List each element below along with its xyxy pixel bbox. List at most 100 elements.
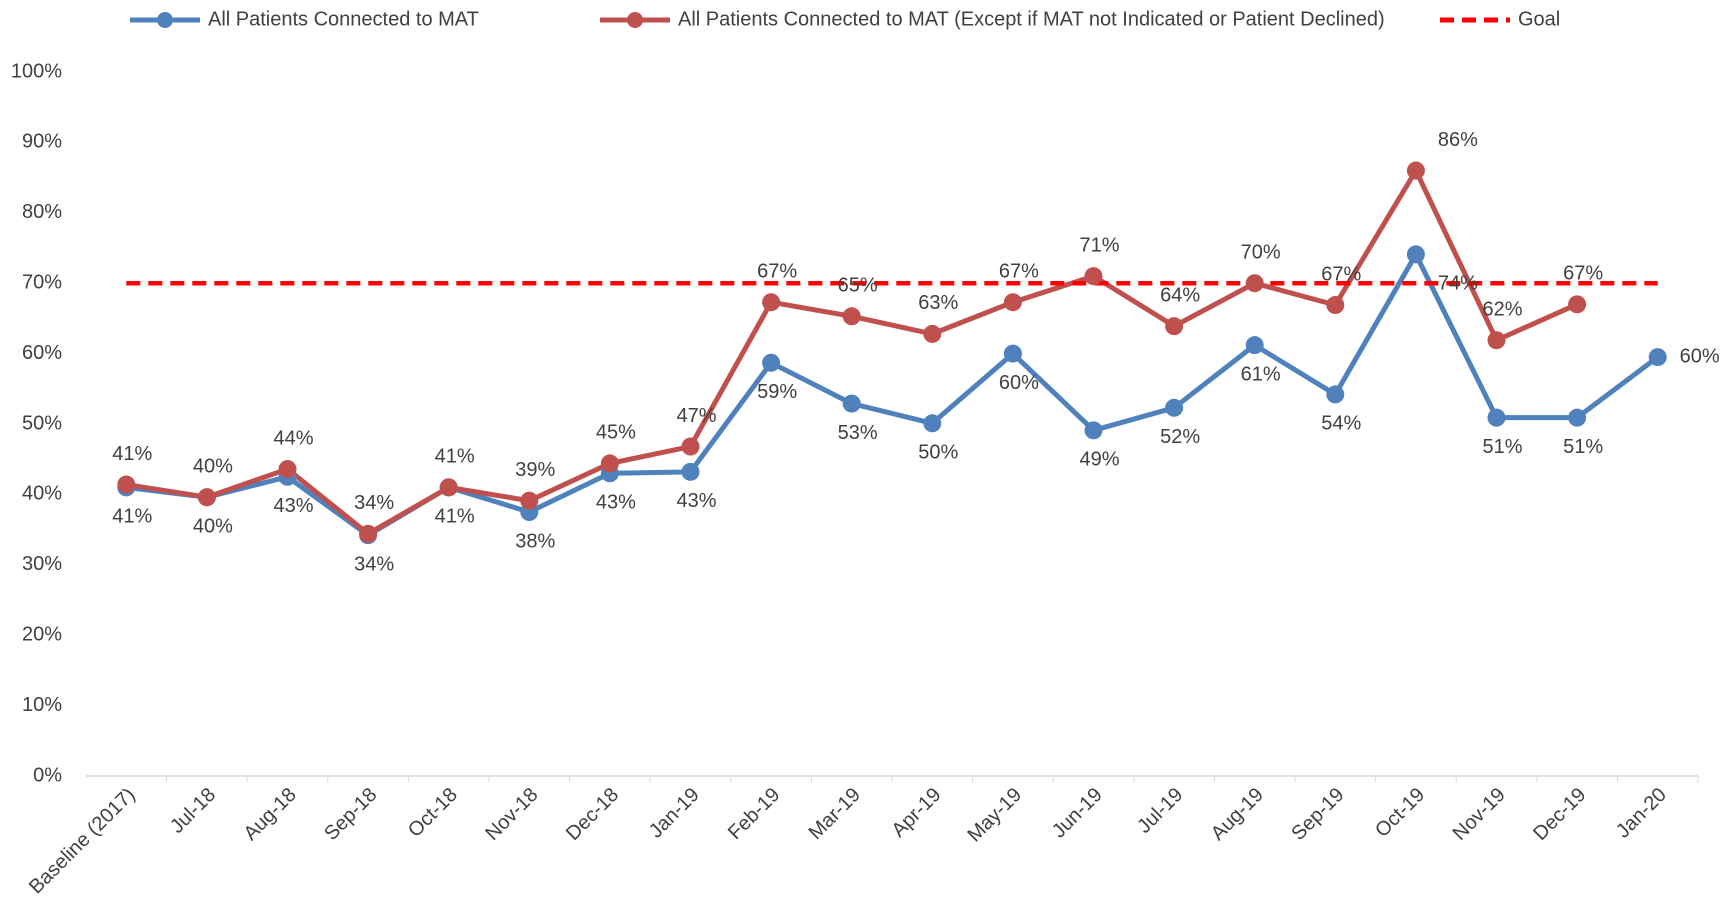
point	[1326, 385, 1345, 404]
data-label: 47%	[676, 405, 716, 427]
x-tick-label: Jan-19	[645, 784, 704, 843]
y-tick-label: 0%	[33, 764, 62, 786]
data-label: 41%	[112, 506, 152, 528]
data-label: 61%	[1241, 363, 1281, 385]
data-label: 60%	[999, 372, 1039, 394]
data-label: 60%	[1680, 345, 1720, 367]
x-tick-label: Sep-18	[320, 784, 381, 845]
data-label: 51%	[1482, 436, 1522, 458]
y-tick-label: 60%	[22, 342, 62, 364]
data-label: 51%	[1563, 436, 1603, 458]
point	[1165, 398, 1184, 417]
point	[1326, 296, 1345, 315]
data-label: 54%	[1321, 413, 1361, 435]
data-label: 62%	[1482, 299, 1522, 321]
point	[1487, 408, 1506, 427]
point	[1165, 317, 1184, 336]
point	[197, 488, 216, 507]
x-tick-label: Oct-18	[404, 784, 462, 842]
x-tick-label: Feb-19	[724, 784, 784, 844]
point	[681, 462, 700, 481]
y-tick-label: 50%	[22, 412, 62, 434]
legend-label: Goal	[1518, 8, 1560, 30]
x-tick-label: Mar-19	[805, 784, 865, 844]
data-label: 70%	[1241, 241, 1281, 263]
legend-label: All Patients Connected to MAT (Except if…	[678, 8, 1385, 30]
x-tick-label: Jan-20	[1612, 784, 1671, 843]
point	[1003, 293, 1022, 312]
point	[1245, 336, 1264, 355]
legend-marker	[157, 12, 173, 28]
data-label: 34%	[354, 554, 394, 576]
data-label: 34%	[354, 492, 394, 514]
data-label: 65%	[838, 275, 878, 297]
point	[762, 293, 781, 312]
data-label: 44%	[273, 427, 313, 449]
x-tick-label: Oct-19	[1371, 784, 1429, 842]
legend-label: All Patients Connected to MAT	[208, 8, 479, 30]
x-tick-label: Aug-19	[1207, 784, 1268, 845]
x-tick-label: Dec-19	[1529, 784, 1590, 845]
point	[1245, 274, 1264, 293]
x-tick-label: Dec-18	[562, 784, 623, 845]
data-label: 52%	[1160, 426, 1200, 448]
y-tick-label: 40%	[22, 483, 62, 505]
data-label: 41%	[112, 443, 152, 465]
data-label: 67%	[1563, 263, 1603, 285]
point	[842, 307, 861, 326]
point	[278, 460, 297, 479]
data-label: 64%	[1160, 284, 1200, 306]
point	[762, 353, 781, 372]
data-label: 41%	[435, 446, 475, 468]
data-label: 71%	[1079, 234, 1119, 256]
data-label: 67%	[999, 260, 1039, 282]
point	[1568, 408, 1587, 427]
data-label: 43%	[273, 495, 313, 517]
x-tick-label: Aug-18	[240, 784, 301, 845]
data-label: 50%	[918, 442, 958, 464]
data-label: 41%	[435, 506, 475, 528]
data-label: 43%	[676, 490, 716, 512]
point	[1084, 421, 1103, 440]
point	[1568, 295, 1587, 314]
point	[923, 324, 942, 343]
y-tick-label: 100%	[11, 60, 62, 82]
x-tick-label: Apr-19	[888, 784, 946, 842]
point	[1406, 161, 1425, 180]
x-tick-label: Baseline (2017)	[25, 784, 140, 899]
data-label: 40%	[193, 515, 233, 537]
data-label: 43%	[596, 492, 636, 514]
data-label: 74%	[1438, 273, 1478, 295]
data-label: 39%	[515, 459, 555, 481]
y-tick-label: 80%	[22, 201, 62, 223]
y-tick-label: 90%	[22, 131, 62, 153]
data-label: 67%	[757, 260, 797, 282]
data-label: 67%	[1321, 263, 1361, 285]
legend-marker	[627, 12, 643, 28]
x-tick-label: Nov-19	[1449, 784, 1510, 845]
data-label: 63%	[918, 292, 958, 314]
y-tick-label: 70%	[22, 271, 62, 293]
x-tick-label: Jun-19	[1048, 784, 1107, 843]
point	[681, 437, 700, 456]
x-tick-label: Jul-18	[166, 784, 220, 838]
data-label: 53%	[838, 422, 878, 444]
point	[1084, 267, 1103, 286]
point	[600, 454, 619, 473]
data-label: 49%	[1079, 449, 1119, 471]
y-tick-label: 30%	[22, 553, 62, 575]
data-label: 45%	[596, 422, 636, 444]
y-tick-label: 10%	[22, 694, 62, 716]
y-tick-label: 20%	[22, 623, 62, 645]
point	[439, 478, 458, 497]
point	[520, 491, 539, 510]
data-label: 86%	[1438, 129, 1478, 151]
point	[923, 414, 942, 433]
x-tick-label: Sep-19	[1287, 784, 1348, 845]
point	[1487, 331, 1506, 350]
data-label: 59%	[757, 381, 797, 403]
x-tick-label: Nov-18	[481, 784, 542, 845]
point	[117, 475, 136, 494]
x-tick-label: May-19	[963, 784, 1026, 847]
